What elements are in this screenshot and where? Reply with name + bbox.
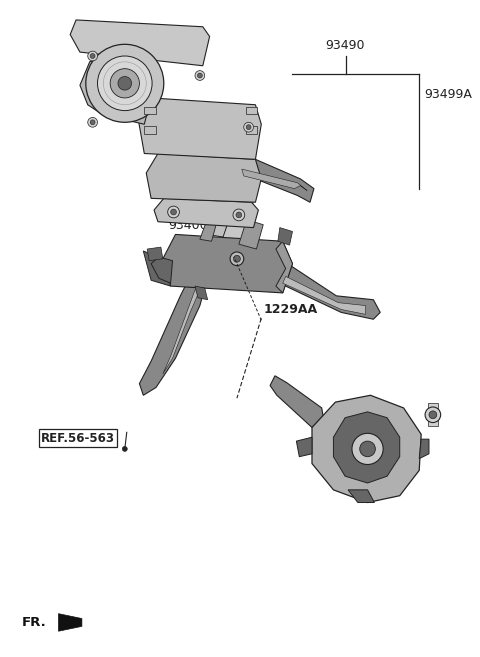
Polygon shape (146, 154, 261, 202)
Polygon shape (296, 437, 312, 457)
Polygon shape (154, 198, 258, 227)
Text: 93499A: 93499A (424, 89, 472, 101)
Circle shape (97, 56, 152, 110)
Polygon shape (270, 376, 324, 428)
Polygon shape (138, 98, 261, 160)
Circle shape (88, 51, 97, 61)
Polygon shape (208, 152, 256, 241)
Circle shape (230, 252, 244, 265)
Polygon shape (163, 290, 200, 374)
Polygon shape (283, 277, 366, 314)
Circle shape (86, 44, 164, 122)
Circle shape (122, 447, 127, 451)
Circle shape (90, 120, 95, 125)
Polygon shape (428, 403, 438, 426)
Polygon shape (348, 490, 374, 503)
Polygon shape (278, 227, 292, 245)
Polygon shape (312, 396, 421, 503)
Circle shape (429, 411, 437, 419)
Polygon shape (59, 614, 82, 631)
Text: REF.56-563: REF.56-563 (41, 432, 115, 445)
Circle shape (360, 441, 375, 457)
Circle shape (88, 118, 97, 127)
Bar (246, 126, 257, 134)
Polygon shape (200, 218, 217, 241)
Polygon shape (195, 286, 208, 300)
Bar (246, 106, 257, 114)
Bar (144, 126, 156, 134)
Circle shape (246, 125, 251, 129)
Circle shape (110, 69, 139, 98)
Polygon shape (221, 152, 251, 244)
Polygon shape (144, 251, 170, 286)
Circle shape (244, 122, 253, 132)
Polygon shape (239, 220, 263, 249)
Polygon shape (163, 235, 292, 293)
Circle shape (170, 209, 177, 215)
Circle shape (233, 209, 245, 221)
Text: 93490: 93490 (325, 39, 365, 52)
Circle shape (197, 73, 202, 78)
Polygon shape (242, 169, 307, 191)
Text: 1229AA: 1229AA (263, 304, 317, 316)
Circle shape (425, 407, 441, 422)
Circle shape (352, 434, 383, 464)
Text: 93400: 93400 (168, 219, 208, 233)
Text: FR.: FR. (22, 616, 46, 629)
Polygon shape (276, 261, 380, 319)
Bar (144, 106, 156, 114)
Polygon shape (151, 257, 173, 283)
Polygon shape (276, 241, 292, 293)
Polygon shape (70, 20, 210, 66)
Polygon shape (80, 52, 151, 124)
Polygon shape (234, 160, 314, 202)
Polygon shape (334, 412, 400, 483)
Circle shape (90, 54, 95, 58)
Circle shape (118, 76, 132, 90)
Circle shape (168, 206, 180, 218)
Circle shape (233, 256, 240, 262)
Circle shape (195, 70, 205, 80)
Circle shape (236, 212, 242, 218)
Polygon shape (419, 439, 429, 459)
Polygon shape (147, 247, 163, 261)
Polygon shape (139, 286, 205, 396)
